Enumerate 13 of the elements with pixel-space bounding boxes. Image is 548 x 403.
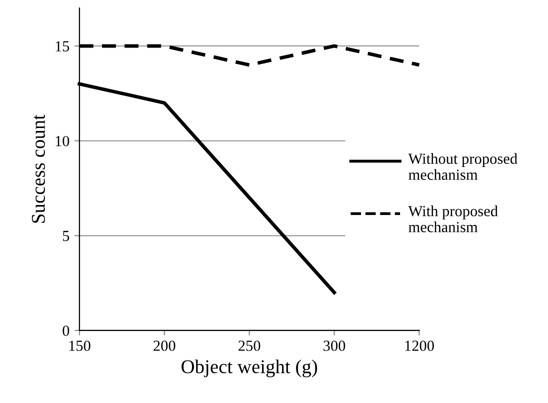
x-axis-title: Object weight (g) xyxy=(182,360,318,378)
x-tick-label: 150 xyxy=(69,340,90,351)
legend-label: With proposed mechanism xyxy=(408,206,498,232)
legend-label: Without proposed mechanism xyxy=(408,153,518,180)
y-axis-title: Success count xyxy=(32,114,45,223)
y-tick-label: 5 xyxy=(62,230,70,242)
x-tick-label: 200 xyxy=(154,340,176,351)
x-tick-label: 250 xyxy=(238,340,260,351)
y-tick-label: 10 xyxy=(56,136,70,146)
x-tick-label: 300 xyxy=(324,340,346,351)
y-tick-label: 15 xyxy=(56,41,70,52)
x-tick-label: 1200 xyxy=(405,340,434,351)
y-tick-label: 0 xyxy=(62,326,70,336)
